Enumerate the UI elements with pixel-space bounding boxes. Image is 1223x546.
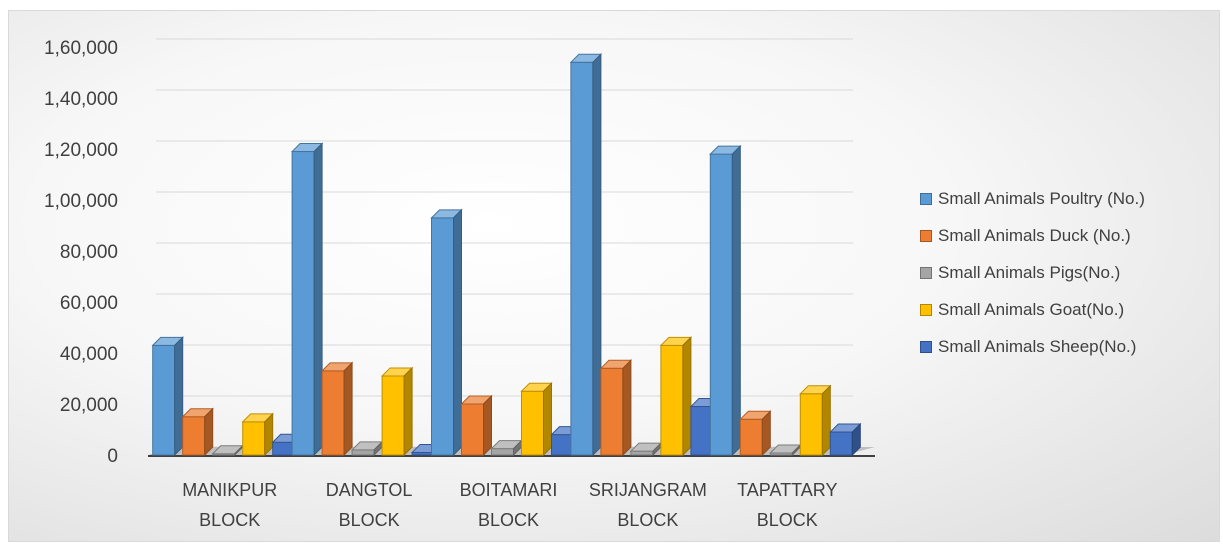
y-tick-label: 1,20,000 (44, 140, 118, 161)
bar-2-1 (182, 416, 206, 456)
bar-side (483, 394, 492, 457)
x-tick-label: BLOCK (617, 510, 678, 530)
legend-swatch (920, 266, 932, 279)
legend-item: Small Animals Sheep(No.) (920, 328, 1145, 365)
bar-4-3 (521, 390, 544, 456)
legend-label: Small Animals Pigs(No.) (938, 262, 1121, 282)
bar-side (851, 422, 861, 457)
legend-swatch (920, 303, 932, 316)
bar-2-4 (600, 367, 624, 456)
legend-label: Small Animals Goat(No.) (938, 299, 1125, 319)
bar-4-4 (660, 344, 684, 456)
bar-5-1 (272, 441, 296, 456)
bar-1-1 (152, 344, 176, 456)
legend-swatch (920, 192, 932, 205)
bar-side (543, 382, 552, 457)
bar-3-2 (351, 449, 375, 456)
legend-item: Small Animals Duck (No.) (920, 217, 1145, 254)
legend-swatch (920, 229, 932, 242)
bar-3-3 (491, 448, 514, 456)
x-tick-label: BLOCK (199, 510, 260, 530)
bar-1-5 (709, 153, 733, 456)
y-tick-label: 40,000 (60, 344, 118, 365)
y-tick-label: 1,00,000 (44, 191, 118, 212)
bar-side (403, 366, 413, 457)
x-tick-label: TAPATTARY (737, 480, 837, 500)
bar-side (622, 359, 632, 457)
bar-2-3 (461, 403, 484, 456)
bar-1-2 (291, 151, 315, 456)
bar-side (453, 208, 462, 457)
bar-side (821, 384, 831, 457)
bar-1-4 (570, 61, 594, 456)
y-tick-label: 1,60,000 (44, 38, 118, 59)
bar-4-1 (242, 421, 266, 456)
bar-side (682, 336, 692, 457)
bar-side (264, 412, 274, 457)
legend-item: Small Animals Poultry (No.) (920, 180, 1145, 217)
y-tick-label: 60,000 (60, 293, 118, 314)
bar-5-3 (551, 434, 574, 456)
bar-2-5 (739, 418, 763, 456)
bar-side (313, 142, 323, 457)
legend-label: Small Animals Poultry (No.) (938, 188, 1145, 208)
bar-side (761, 410, 771, 457)
bar-1-3 (431, 217, 454, 456)
y-tick-label: 80,000 (60, 242, 118, 263)
bar-side (731, 144, 741, 457)
x-tick-label: BLOCK (478, 510, 539, 530)
bar-4-2 (381, 375, 405, 456)
x-tick-label: BLOCK (339, 510, 400, 530)
bar-side (592, 53, 602, 457)
x-tick-label: DANGTOL (326, 480, 413, 500)
bar-5-5 (829, 431, 853, 456)
x-tick-label: SRIJANGRAM (589, 480, 707, 500)
legend-swatch (920, 340, 932, 353)
legend-item: Small Animals Pigs(No.) (920, 254, 1145, 291)
bar-4-5 (799, 393, 823, 456)
bar-side (174, 336, 184, 457)
bar-5-4 (690, 406, 714, 456)
bar-3-4 (630, 450, 654, 456)
y-tick-label: 0 (107, 446, 118, 467)
bar-2-2 (321, 370, 345, 456)
x-tick-label: BLOCK (757, 510, 818, 530)
legend-item: Small Animals Goat(No.) (920, 291, 1145, 328)
legend: Small Animals Poultry (No.) Small Animals… (920, 180, 1145, 365)
bar-side (343, 361, 353, 457)
legend-label: Small Animals Duck (No.) (938, 225, 1131, 245)
x-tick-label: MANIKPUR (182, 480, 277, 500)
legend-label: Small Animals Sheep(No.) (938, 336, 1137, 356)
x-tick-label: BOITAMARI (460, 480, 558, 500)
bar-side (204, 407, 214, 457)
y-tick-label: 1,40,000 (44, 89, 118, 110)
y-tick-label: 20,000 (60, 395, 118, 416)
